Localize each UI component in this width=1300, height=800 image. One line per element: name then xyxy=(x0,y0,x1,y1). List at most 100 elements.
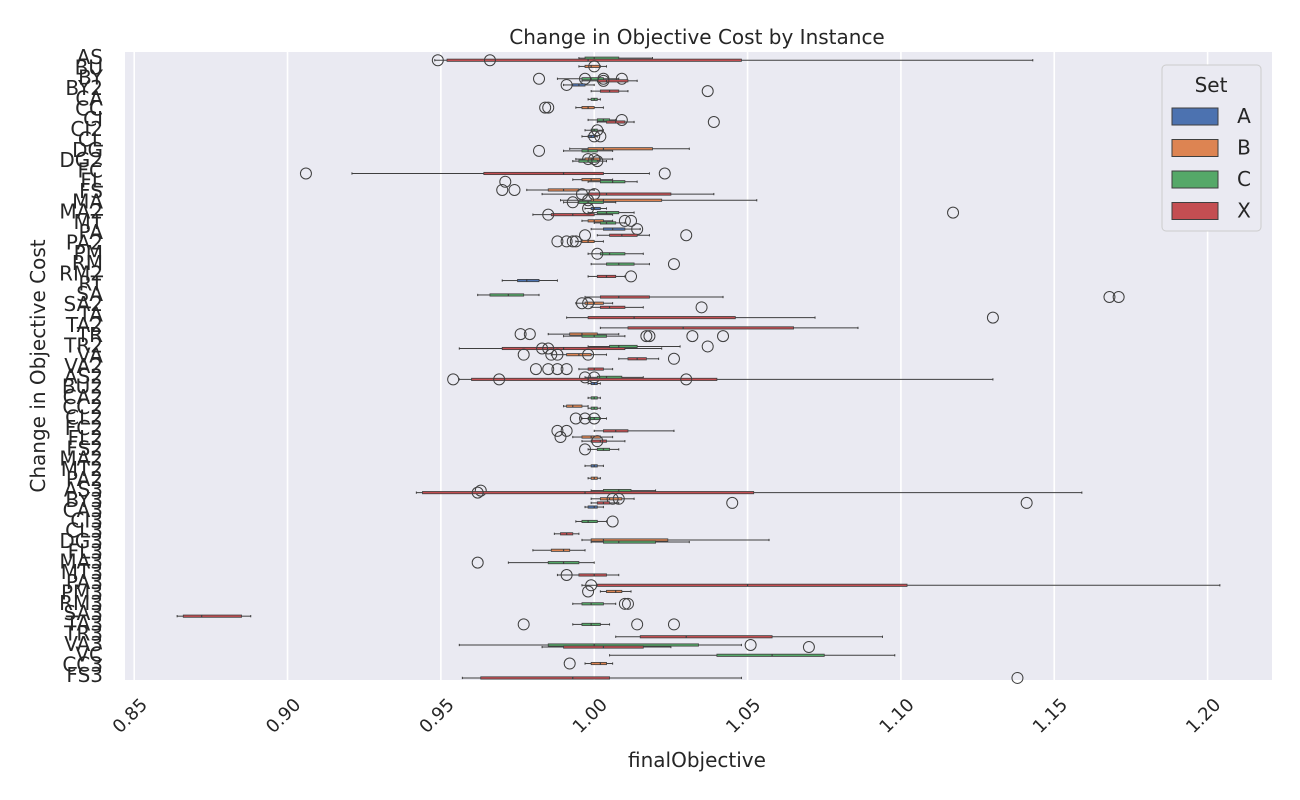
flier-point xyxy=(539,101,552,114)
box xyxy=(716,653,825,657)
box xyxy=(599,221,617,225)
legend-title: Set xyxy=(1195,73,1228,97)
flier-point xyxy=(582,202,595,215)
box xyxy=(596,211,620,215)
flier-point xyxy=(582,194,595,207)
box-VA-B xyxy=(517,348,607,361)
box-MA-B xyxy=(559,194,758,207)
box-MA2-C xyxy=(587,206,960,219)
y-tick-label: MT xyxy=(74,210,104,234)
box-CL2-C xyxy=(569,412,607,425)
box-CI-X xyxy=(596,116,720,129)
box xyxy=(609,233,638,237)
box xyxy=(578,200,604,204)
y-tick-label: DG3 xyxy=(59,529,103,553)
box-SA2-B xyxy=(575,297,614,310)
box-PM-C xyxy=(587,247,644,260)
flier-point xyxy=(744,638,757,651)
box-BU2-A xyxy=(587,381,601,386)
y-tick-label: BY2 xyxy=(65,76,103,100)
flier-point xyxy=(621,597,634,610)
box-RM-C xyxy=(590,258,680,271)
flier-point xyxy=(640,330,653,343)
box-CC2-C xyxy=(587,406,601,410)
box xyxy=(627,326,794,330)
box xyxy=(489,293,525,297)
flier-point xyxy=(680,229,693,242)
flier-point xyxy=(625,270,638,283)
y-tick-label: MA2 xyxy=(59,447,103,471)
box-FL-C xyxy=(499,175,638,188)
flier-point xyxy=(618,597,631,610)
y-tick-label: SA3 xyxy=(64,601,103,625)
flier-point xyxy=(496,183,509,196)
flier-point xyxy=(695,301,708,314)
box-MT3-X xyxy=(556,568,620,581)
box-FC-X xyxy=(299,167,671,180)
box xyxy=(581,77,604,81)
box-MT-C xyxy=(593,221,626,225)
box-SA-C xyxy=(477,293,540,297)
y-axis-label: Change in Objective Cost xyxy=(26,239,50,492)
flier-point xyxy=(579,412,592,425)
y-tick-label: BY3 xyxy=(65,488,103,512)
flier-point xyxy=(471,556,484,569)
box-TR3-X xyxy=(615,635,884,639)
legend-swatch-C xyxy=(1171,170,1219,189)
box-MA-C xyxy=(563,196,617,209)
box-MA2-A xyxy=(582,202,607,215)
box-PA2-B xyxy=(587,476,601,480)
legend-label-X: X xyxy=(1237,199,1251,223)
y-tick-label: SA2 xyxy=(64,292,103,316)
box-RM2-X xyxy=(587,270,638,283)
flier-point xyxy=(582,348,595,361)
flier-point xyxy=(631,618,644,631)
flier-point xyxy=(591,247,604,260)
flier-point xyxy=(588,412,601,425)
y-tick-label: DG2 xyxy=(59,148,103,172)
y-tick-label: PM xyxy=(74,241,103,265)
y-tick-label: FC2 xyxy=(65,416,103,440)
box-SA3-X xyxy=(176,614,252,618)
box xyxy=(581,519,598,523)
box xyxy=(587,367,604,371)
box-AS2-C xyxy=(579,371,644,384)
y-tick-label: FL3 xyxy=(68,539,103,563)
y-tick-label: CL2 xyxy=(65,405,103,429)
y-tick-label: VC xyxy=(75,642,103,666)
flier-point xyxy=(585,579,598,592)
y-tick-label: CL xyxy=(78,128,104,152)
flier-point xyxy=(471,486,484,499)
box-TR-B xyxy=(514,328,620,341)
flier-point xyxy=(517,618,530,631)
flier-point xyxy=(493,373,506,386)
box-CA-C xyxy=(587,97,601,101)
flier-point xyxy=(542,342,555,355)
y-tick-label: VA2 xyxy=(64,354,103,378)
box-CI3-C xyxy=(575,515,619,528)
y-tick-label: CL3 xyxy=(65,519,103,543)
box-RT-A xyxy=(501,279,558,283)
flier-point xyxy=(643,330,656,343)
flier-point xyxy=(986,311,999,324)
y-tick-label: TR xyxy=(76,323,103,347)
flier-point xyxy=(447,373,460,386)
y-tick-label: PA2 xyxy=(66,230,103,254)
y-tick-label: TA2 xyxy=(65,313,103,337)
flier-point xyxy=(563,657,576,670)
box-DG-B xyxy=(569,147,690,151)
flier-point xyxy=(615,113,628,126)
chart-title: Change in Objective Cost by Instance xyxy=(509,25,885,49)
box-CA2-C xyxy=(587,396,601,400)
box xyxy=(599,305,626,309)
box xyxy=(480,676,610,680)
flier-point xyxy=(569,235,582,248)
flier-point xyxy=(533,72,546,85)
box xyxy=(587,505,598,509)
y-tick-label: RT xyxy=(78,272,103,296)
flier-point xyxy=(606,492,619,505)
y-tick-label: PA2 xyxy=(66,467,103,491)
flier-point xyxy=(701,340,714,353)
box-BY-X xyxy=(581,74,638,87)
box-FS2-C xyxy=(579,443,620,456)
